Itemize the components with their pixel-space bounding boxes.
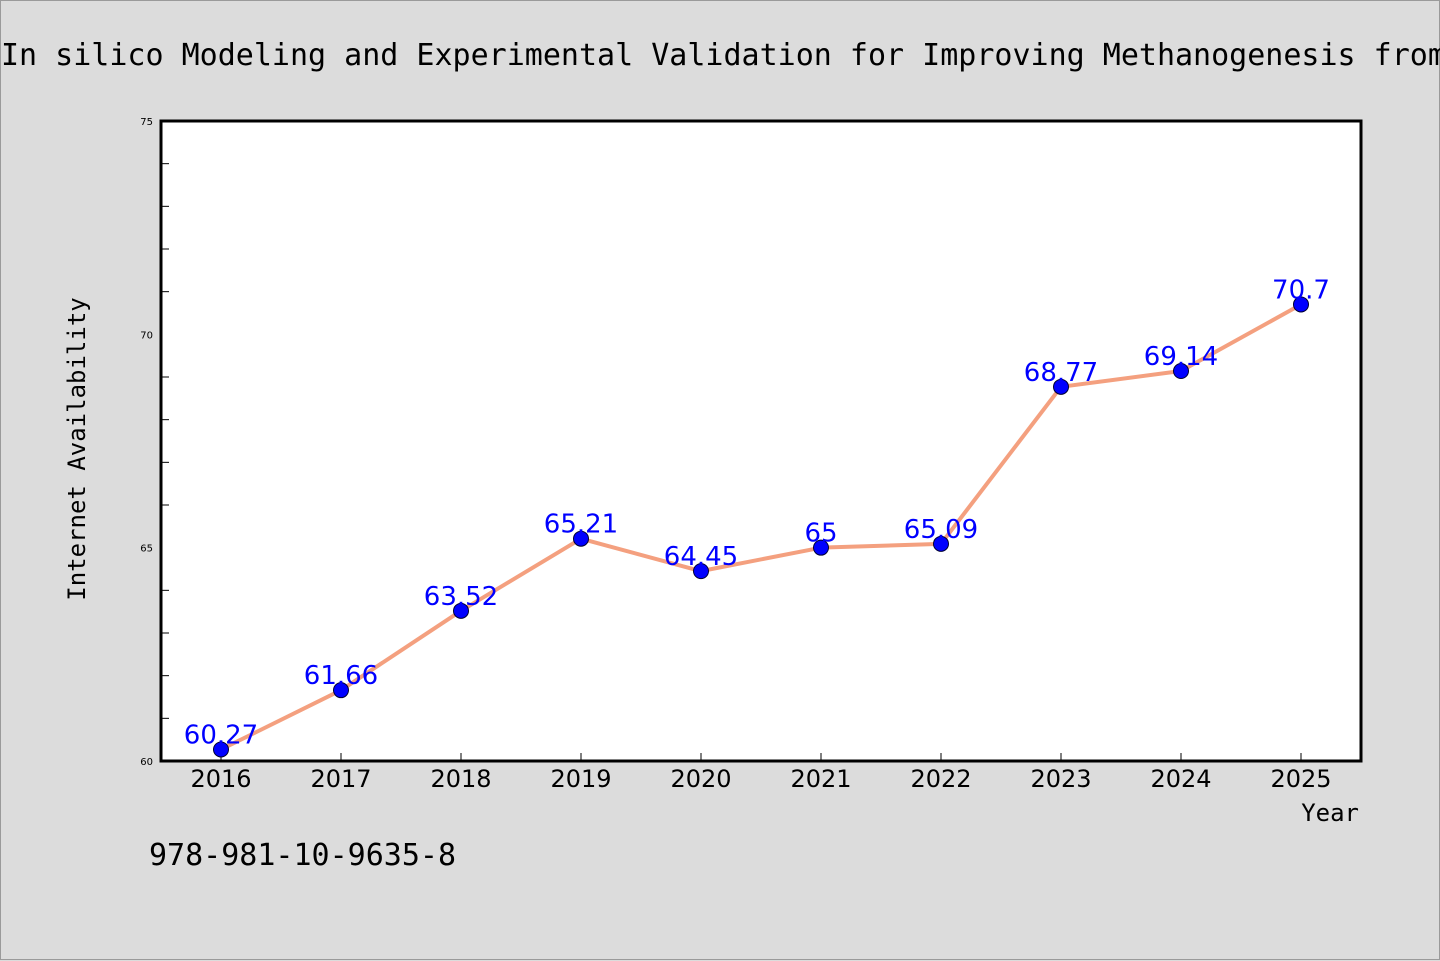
data-label: 70.7 [1272, 275, 1330, 305]
data-point [813, 539, 829, 556]
data-point [1053, 378, 1069, 395]
y-axis-ticks: 60 65 70 75 [140, 117, 169, 768]
x-tick-label: 2022 [910, 765, 971, 793]
plot-area [159, 119, 1363, 763]
data-point [693, 563, 709, 580]
data-label: 63.52 [424, 582, 498, 612]
data-markers [213, 296, 1309, 758]
data-label: 60.27 [184, 720, 258, 750]
x-axis-ticks: 2016 2017 2018 2019 2020 2021 2022 2023 2024 2025 [190, 753, 1332, 793]
x-tick-label: 2021 [790, 765, 851, 793]
footer-code: 978-981-10-9635-8 [149, 838, 456, 873]
x-tick-label: 2020 [670, 765, 731, 793]
x-tick-label: 2019 [550, 765, 611, 793]
data-point [333, 682, 349, 699]
data-label: 68.77 [1024, 358, 1098, 388]
x-tick-label: 2025 [1270, 765, 1331, 793]
x-axis-label: Year [1301, 799, 1359, 827]
y-tick-label: 70 [140, 330, 153, 341]
data-point [1173, 363, 1189, 380]
data-label: 69.14 [1144, 342, 1218, 372]
x-tick-label: 2023 [1030, 765, 1091, 793]
y-tick-label: 75 [140, 117, 153, 128]
data-point [933, 535, 949, 552]
data-point [573, 530, 589, 547]
x-tick-label: 2017 [310, 765, 371, 793]
data-point [213, 741, 229, 758]
y-tick-label: 60 [140, 757, 153, 768]
data-labels: 60.27 61.66 63.52 65.21 64.45 65 65.09 68.77 69.… [184, 275, 1330, 750]
x-tick-label: 2018 [430, 765, 491, 793]
data-point [453, 602, 469, 619]
data-label: 65.09 [904, 515, 978, 545]
data-point [1293, 296, 1309, 313]
y-axis-label: Internet Availability [63, 297, 91, 600]
series-line [220, 302, 1302, 752]
data-label: 65 [804, 519, 837, 549]
y-tick-label: 65 [140, 544, 153, 555]
data-label: 64.45 [664, 542, 738, 572]
x-tick-label: 2024 [1150, 765, 1211, 793]
data-label: 65.21 [544, 510, 618, 540]
x-tick-label: 2016 [190, 765, 251, 793]
data-label: 61.66 [304, 661, 378, 691]
chart-title: In silico Modeling and Experimental Vali… [1, 38, 1440, 73]
